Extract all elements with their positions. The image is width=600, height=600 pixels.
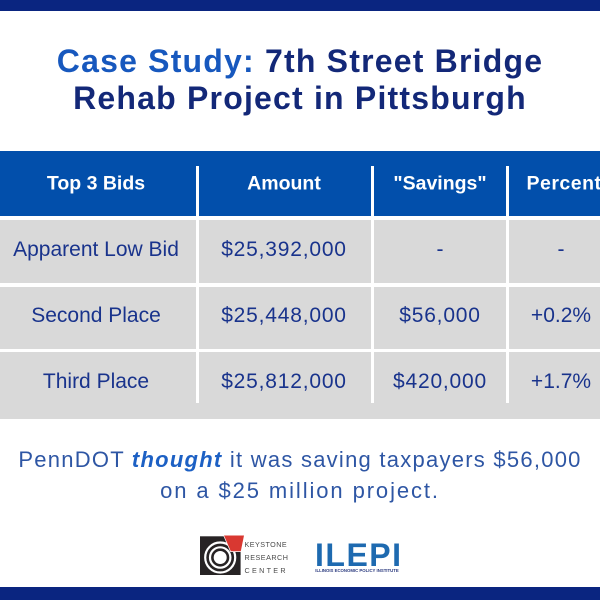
svg-text:CENTER: CENTER xyxy=(245,566,288,575)
svg-text:KEYSTONE: KEYSTONE xyxy=(245,540,288,549)
svg-text:RESEARCH: RESEARCH xyxy=(245,553,289,562)
